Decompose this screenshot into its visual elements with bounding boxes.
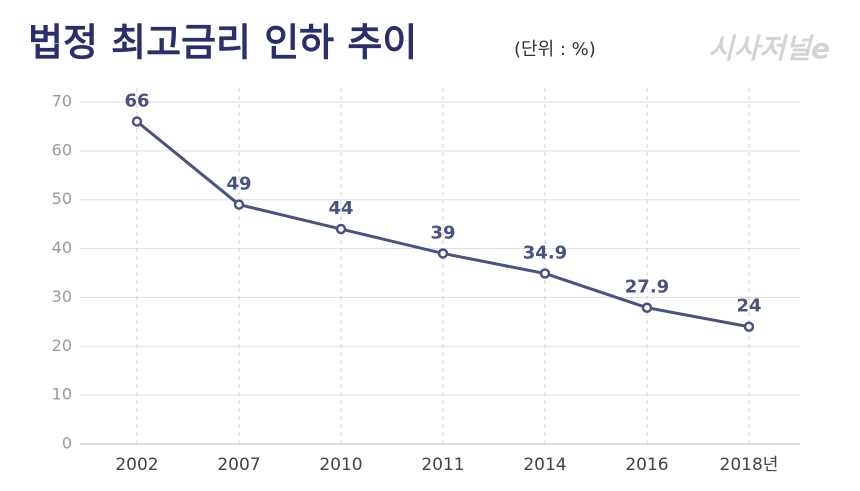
value-label: 27.9 (625, 277, 669, 298)
point (233, 199, 245, 210)
y-tick-label: 50 (52, 189, 72, 208)
point (437, 248, 449, 259)
y-tick-label: 40 (52, 238, 72, 257)
value-label: 24 (736, 296, 761, 317)
chart-title: 법정 최고금리 인하 추이 (28, 21, 417, 65)
x-tick-label: 2002 (115, 455, 158, 475)
point (539, 268, 551, 279)
value-label: 66 (124, 91, 149, 112)
chart-subtitle: (단위 : %) (514, 39, 596, 60)
x-tick-label: 2014 (523, 455, 566, 475)
value-label: 44 (328, 198, 353, 219)
x-tick-label: 2007 (217, 455, 260, 475)
x-tick-label: 2018년 (720, 455, 779, 475)
point (335, 223, 347, 235)
x-tick-label: 2010 (319, 455, 362, 475)
point (131, 116, 143, 127)
point (743, 321, 755, 332)
x-tick-label: 2011 (421, 455, 464, 475)
y-tick-label: 70 (52, 92, 72, 111)
y-tick-label: 30 (52, 287, 72, 306)
y-tick-label: 60 (52, 140, 72, 159)
y-tick-label: 0 (62, 434, 72, 453)
value-label: 34.9 (523, 242, 567, 263)
y-tick-label: 20 (52, 336, 72, 355)
value-label: 49 (226, 174, 251, 195)
value-label: 39 (430, 222, 455, 243)
point (641, 302, 653, 313)
logo: 시사저널e (708, 32, 830, 65)
y-tick-label: 10 (52, 385, 72, 404)
x-tick-label: 2016 (625, 455, 668, 475)
